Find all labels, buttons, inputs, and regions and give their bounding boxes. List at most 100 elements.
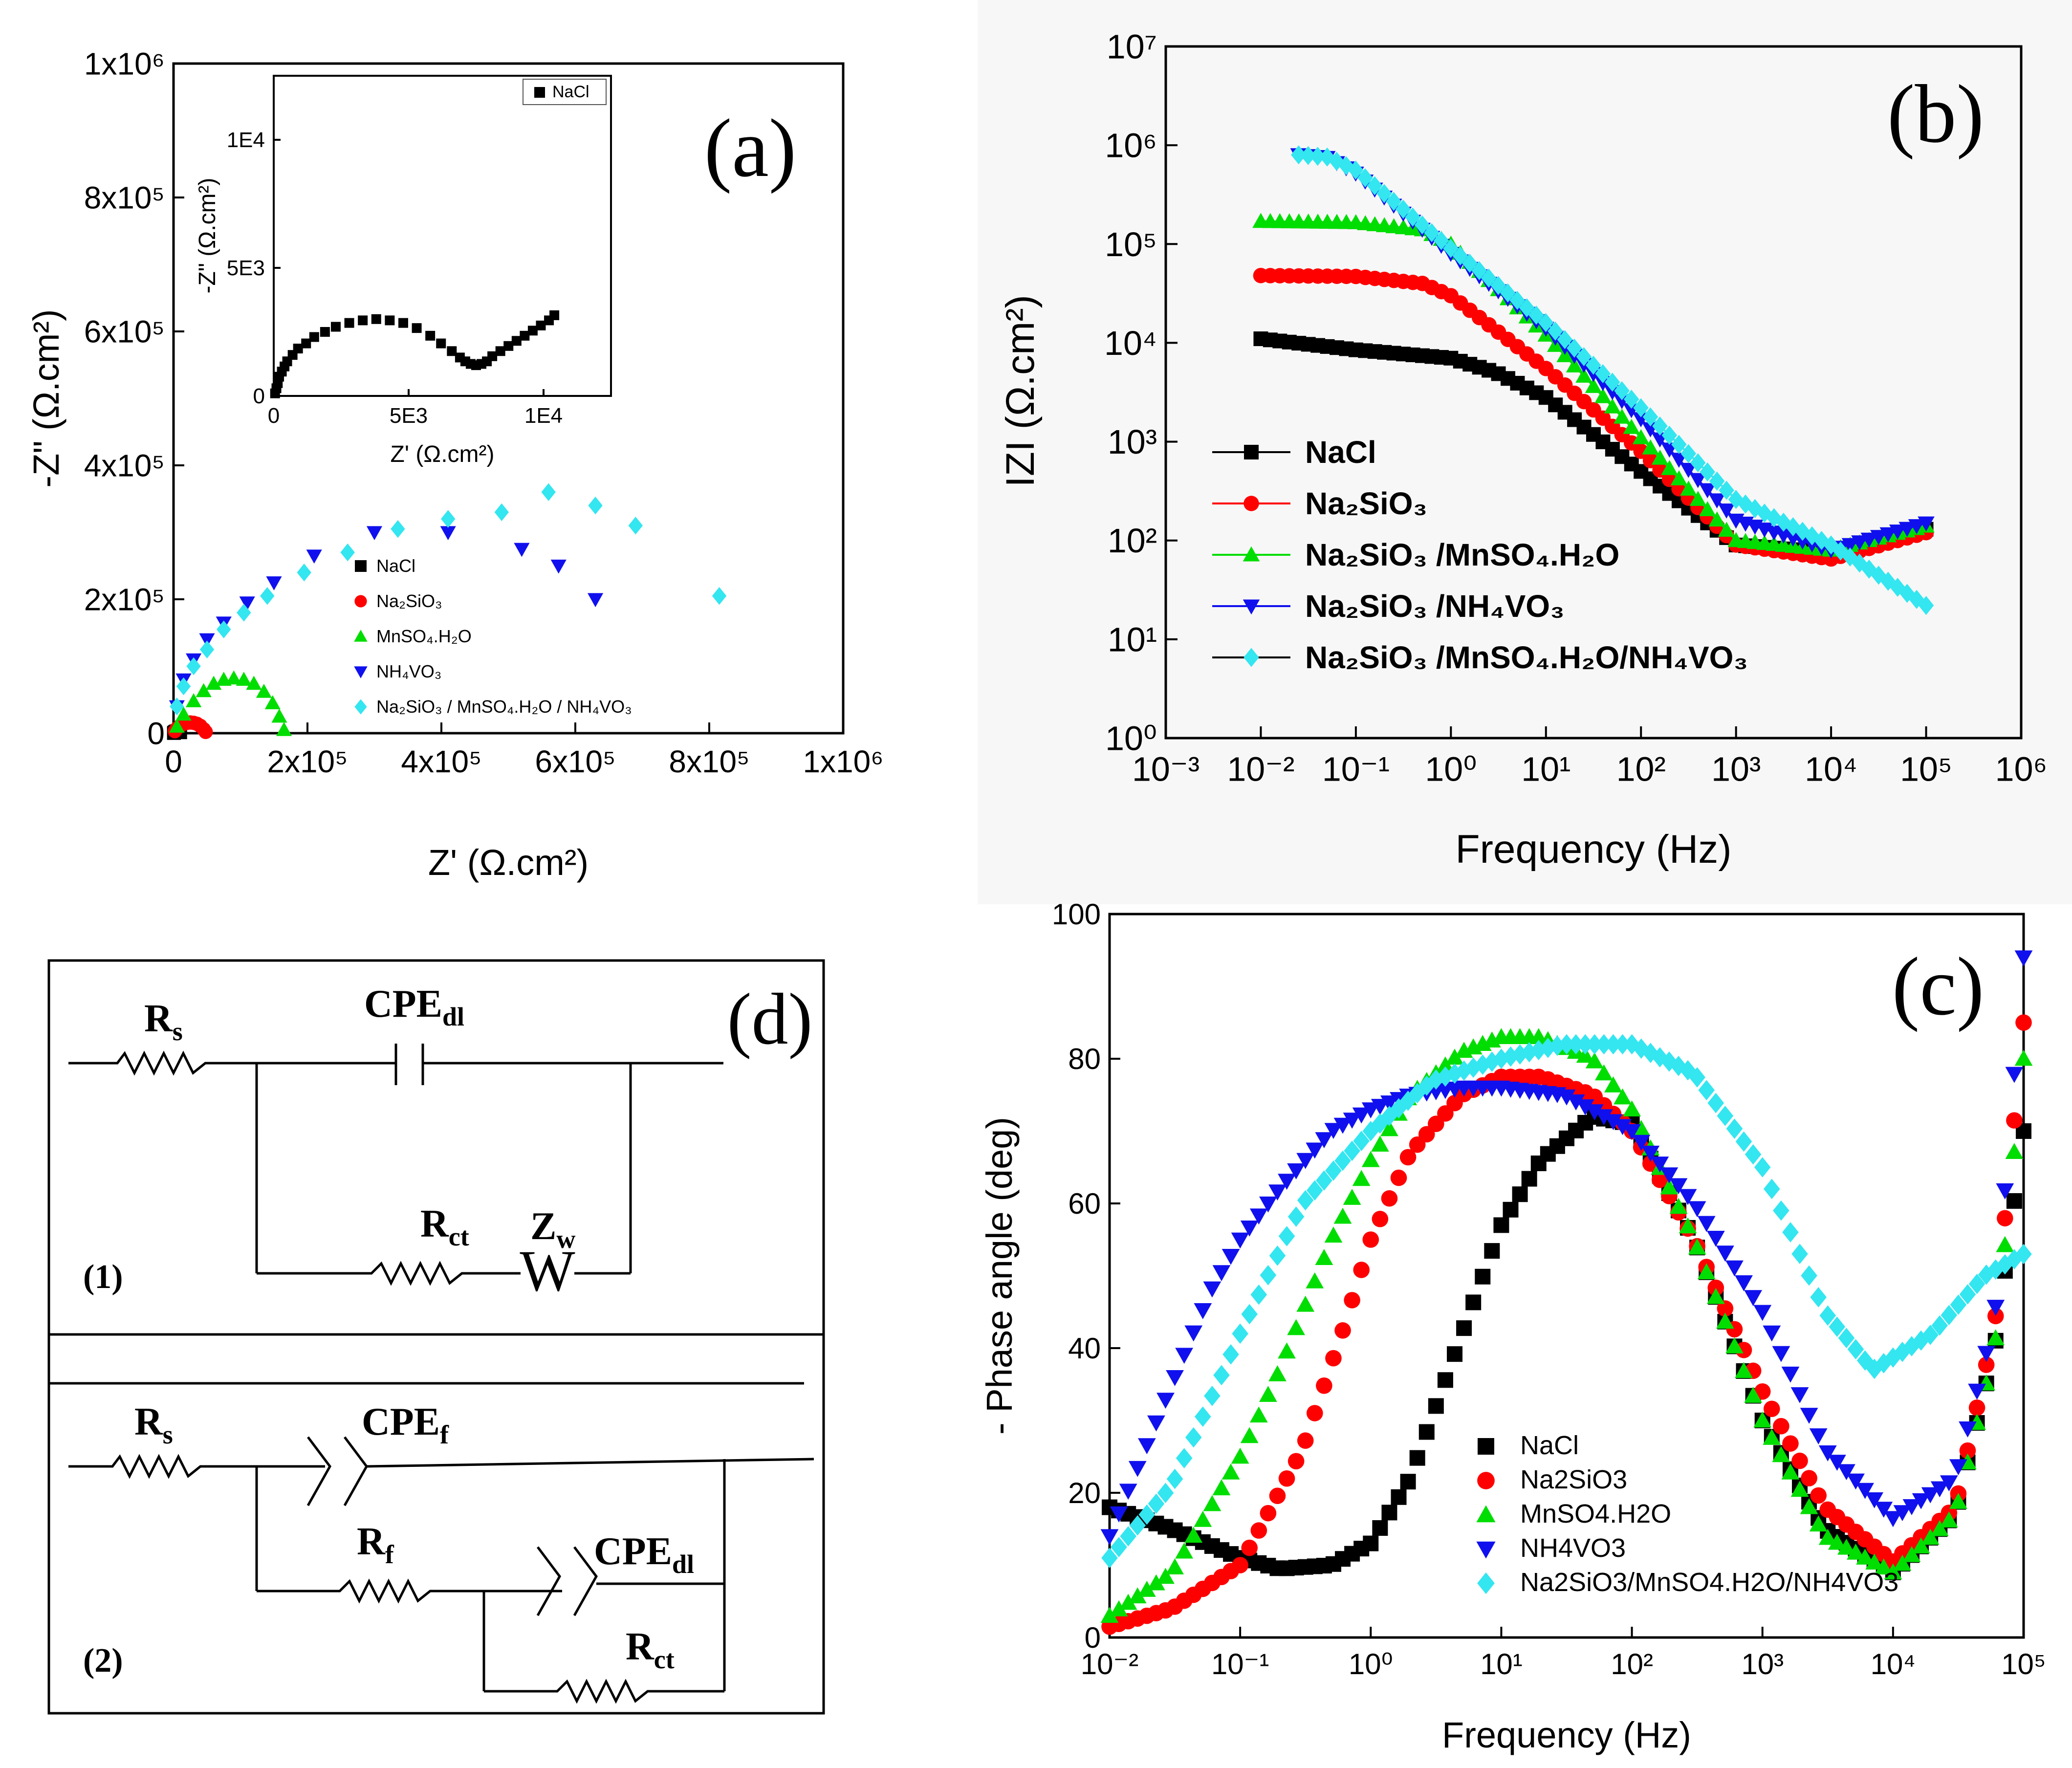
point-c-na2sio3 (1959, 1442, 1976, 1459)
point-c-nh4vo3 (1585, 1104, 1604, 1120)
x-tick-label: 0 (268, 404, 280, 428)
panel-b-frame (1164, 45, 2023, 740)
point-b-na-sio-mnso-h-o-nh-vo (1452, 246, 1468, 265)
point-c-mnso4-h2o (1166, 1558, 1184, 1574)
point-c-nh4vo3 (1940, 1475, 1958, 1492)
point-c-nh4vo3 (1343, 1113, 1361, 1129)
point-c-nh4vo3 (1669, 1178, 1688, 1195)
point-c-nh4vo3 (1259, 1196, 1277, 1213)
point-c-nh4vo3 (1902, 1499, 1921, 1515)
point-inset-nacl (293, 344, 303, 354)
point-c-mnso4-h2o (1184, 1527, 1203, 1543)
y-tick-label: 5E3 (227, 256, 265, 280)
point-c-na2sio3 (1978, 1356, 1995, 1373)
point-b-na-sio-mnso-h-o (1661, 460, 1678, 475)
point-c-nh4vo3 (1977, 1346, 1996, 1362)
point-b-na-sio-mnso-h-o-nh-vo (1538, 313, 1554, 332)
panel-a-x-axis: 0 2x10⁵ 4x10⁵ 6x10⁵ 8x10⁵ 1x10⁶ (165, 722, 884, 779)
point-c-mnso4-h2o (1175, 1542, 1194, 1559)
point-c-mnso4-h2o (1576, 1047, 1594, 1063)
legend-a-marker-na-sio-mnso-h-o-nh-vo (354, 699, 367, 715)
point-c-na2sio3-mnso4-h2o-nh4vo3 (1344, 1140, 1360, 1161)
point-c-mnso4-h2o (1268, 1365, 1287, 1381)
point-inset-nacl (511, 336, 522, 346)
inset-data-points (270, 310, 560, 398)
point-c-nh4vo3 (1921, 1487, 1940, 1504)
point-inset-nacl (527, 326, 538, 336)
point-c-na2sio3-mnso4-h2o-nh4vo3 (1222, 1344, 1239, 1365)
point-c-na2sio3-mnso4-h2o-nh4vo3 (1894, 1341, 1911, 1362)
y-tick-label: 8x10⁵ (84, 180, 165, 215)
y-tick-label: 6x10⁵ (84, 314, 165, 349)
point-c-na2sio3-mnso4-h2o-nh4vo3 (1829, 1316, 1846, 1337)
point-c-na2sio3-mnso4-h2o-nh4vo3 (1950, 1294, 1967, 1315)
panel-a-label: (a) (704, 102, 797, 194)
legend-a-label-nh-vo: NH₄VO₃ (376, 661, 441, 681)
point-inset-nacl (536, 320, 546, 330)
c1-cpe-label: CPEdl (364, 982, 464, 1031)
point-c-mnso4-h2o (1240, 1427, 1259, 1443)
point-c-nh4vo3 (1557, 1089, 1576, 1106)
point-c-nacl (1465, 1294, 1482, 1310)
point-a-na-sio-mnso-h-o-nh-vo (712, 587, 727, 605)
point-c-na2sio3-mnso4-h2o-nh4vo3 (1195, 1406, 1211, 1427)
point-c-nh4vo3 (1240, 1221, 1259, 1237)
panel-d-frame (47, 959, 825, 1715)
point-c-na2sio3-mnso4-h2o-nh4vo3 (1530, 1040, 1547, 1061)
legend-a-marker-nacl (355, 560, 367, 572)
point-b-na-sio-nh-vo (1898, 522, 1916, 537)
point-c-na2sio3 (1269, 1487, 1286, 1504)
y-tick-label: 20 (1068, 1477, 1101, 1509)
point-b-na-sio-nh-vo (1851, 535, 1868, 551)
point-c-na2sio3-mnso4-h2o-nh4vo3 (1418, 1075, 1435, 1096)
legend-b-label-na-sio-mnso-h-o-nh-vo: Na₂SiO₃ /MnSO₄.H₂O/NH₄VO₃ (1305, 640, 1748, 675)
panel-a-y-axis: 0 2x10⁵ 4x10⁵ 6x10⁵ 8x10⁵ 1x10⁶ (84, 46, 184, 751)
x-tick-label: 10⁴ (1805, 750, 1857, 788)
point-c-na2sio3-mnso4-h2o-nh4vo3 (1791, 1244, 1808, 1265)
point-c-na2sio3-mnso4-h2o-nh4vo3 (1978, 1264, 1995, 1285)
point-c-na2sio3 (1735, 1342, 1752, 1358)
panel-d-equivalent-circuits: (d) W Rs CPEdl Rct Zw (1) (47, 959, 825, 1715)
point-b-na-sio-nh-vo (1680, 463, 1697, 478)
point-inset-nacl (436, 338, 446, 349)
point-a-nh-vo (440, 526, 456, 541)
point-c-na2sio3-mnso4-h2o-nh4vo3 (1717, 1106, 1734, 1126)
point-c-mnso4-h2o (1278, 1342, 1296, 1359)
point-c-na2sio3-mnso4-h2o-nh4vo3 (1586, 1034, 1603, 1055)
point-c-nacl (1391, 1489, 1407, 1505)
y-tick-label: 100 (1052, 898, 1101, 931)
point-b-na-sio-mnso-h-o-nh-vo (1414, 215, 1430, 235)
legend-b-marker-na-sio-mnso-h-o-nh-vo (1243, 648, 1259, 667)
point-c-na2sio3-mnso4-h2o-nh4vo3 (1465, 1057, 1482, 1078)
point-c-mnso4-h2o (1753, 1411, 1772, 1428)
point-c-nh4vo3 (1753, 1305, 1772, 1321)
point-c-na2sio3 (1987, 1308, 2004, 1325)
point-c-mnso4-h2o (1324, 1226, 1343, 1243)
point-c-nh4vo3 (1567, 1094, 1585, 1111)
point-b-na-sio-mnso-h-o-nh-vo (1490, 276, 1506, 295)
point-c-na2sio3-mnso4-h2o-nh4vo3 (1269, 1245, 1286, 1266)
point-c-nh4vo3 (1110, 1506, 1128, 1523)
point-c-nh4vo3 (1306, 1142, 1324, 1159)
y-tick-label: 80 (1068, 1043, 1101, 1075)
point-b-na-sio-mnso-h-o-nh-vo (1652, 416, 1668, 436)
inset-y-axis-title: -Z" (Ω.cm²) (195, 178, 220, 294)
point-b-na-sio-mnso-h-o-nh-vo (1567, 338, 1582, 358)
point-c-na2sio3-mnso4-h2o-nh4vo3 (1819, 1305, 1836, 1326)
point-c-nh4vo3 (1912, 1493, 1930, 1509)
point-c-na2sio3-mnso4-h2o-nh4vo3 (1642, 1043, 1659, 1063)
x-tick-label: 10¹ (1521, 750, 1570, 788)
legend-a-label-nacl: NaCl (376, 556, 415, 576)
point-c-na2sio3-mnso4-h2o-nh4vo3 (1614, 1034, 1631, 1055)
point-c-mnso4-h2o (1949, 1493, 1967, 1509)
point-c-na2sio3 (1362, 1231, 1379, 1248)
point-c-na2sio3 (1652, 1171, 1668, 1188)
point-c-mnso4-h2o (1100, 1607, 1119, 1623)
point-c-na2sio3-mnso4-h2o-nh4vo3 (1782, 1222, 1799, 1243)
point-c-na2sio3-mnso4-h2o-nh4vo3 (1185, 1427, 1202, 1448)
point-b-na-sio-mnso-h-o-nh-vo (1357, 168, 1373, 188)
point-c-nh4vo3 (1986, 1300, 2005, 1316)
point-c-na2sio3-mnso4-h2o-nh4vo3 (1148, 1493, 1165, 1514)
point-c-mnso4-h2o (1930, 1520, 1949, 1536)
point-c-mnso4-h2o (1231, 1447, 1249, 1464)
